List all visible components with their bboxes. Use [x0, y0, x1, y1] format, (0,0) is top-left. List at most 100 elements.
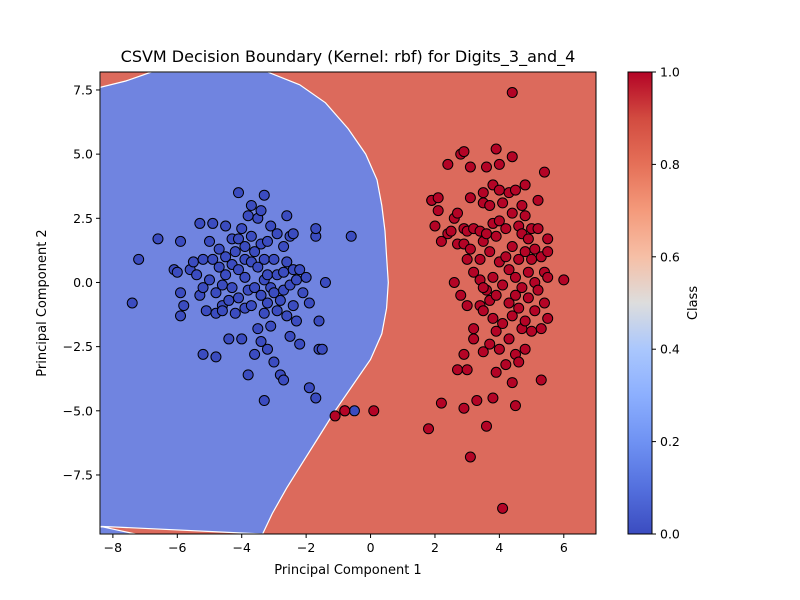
data-point-class-0 — [249, 246, 261, 258]
colorbar-gradient — [627, 71, 653, 535]
data-point-class-1 — [519, 315, 531, 327]
data-point-class-1 — [509, 184, 521, 196]
x-axis-label: Principal Component 1 — [274, 563, 421, 578]
data-point-class-0 — [133, 253, 145, 265]
data-point-class-0 — [290, 274, 302, 286]
data-point-class-0 — [281, 210, 293, 222]
data-point-class-1 — [535, 374, 547, 386]
data-point-class-1 — [368, 405, 380, 417]
data-point-class-1 — [519, 343, 531, 355]
data-point-class-0 — [265, 320, 277, 332]
data-point-class-0 — [191, 269, 203, 281]
data-point-class-1 — [506, 241, 518, 253]
data-point-class-1 — [529, 243, 541, 255]
data-point-class-1 — [509, 271, 521, 283]
data-point-class-0 — [290, 315, 302, 327]
data-point-class-1 — [458, 146, 470, 158]
x-axis: −8 −6 −4 −2 0 2 4 6 — [104, 534, 568, 555]
data-point-class-1 — [487, 271, 499, 283]
data-point-class-0 — [252, 261, 264, 273]
data-point-class-1 — [493, 215, 505, 227]
data-point-class-0 — [255, 289, 267, 301]
data-point-class-0 — [126, 297, 138, 309]
data-point-class-0 — [245, 230, 257, 242]
data-point-class-0 — [271, 305, 283, 317]
data-point-class-1 — [445, 225, 457, 237]
data-point-class-0 — [345, 230, 357, 242]
data-point-class-0 — [300, 271, 312, 283]
data-point-class-0 — [232, 264, 244, 276]
data-point-class-1 — [464, 243, 476, 255]
data-point-class-1 — [468, 333, 480, 345]
data-point-class-1 — [542, 246, 554, 258]
data-point-class-1 — [506, 87, 518, 99]
data-point-class-1 — [493, 343, 505, 355]
data-point-class-1 — [490, 325, 502, 337]
data-point-class-0 — [261, 343, 273, 355]
data-point-class-1 — [497, 197, 509, 209]
x-tick-label: −2 — [297, 540, 315, 555]
data-point-class-0 — [261, 269, 273, 281]
data-point-class-1 — [500, 359, 512, 371]
y-tick-label: −5.0 — [63, 403, 93, 418]
data-point-class-0 — [274, 294, 286, 306]
data-point-class-1 — [493, 158, 505, 170]
colorbar-label: Class — [686, 286, 701, 320]
data-point-class-0 — [287, 300, 299, 312]
data-point-class-1 — [503, 264, 515, 276]
data-point-class-1 — [490, 143, 502, 155]
data-point-class-0 — [268, 356, 280, 368]
data-point-class-1 — [423, 423, 435, 435]
data-point-class-0 — [284, 330, 296, 342]
data-point-class-0 — [258, 395, 270, 407]
data-point-class-0 — [287, 228, 299, 240]
data-point-class-0 — [310, 392, 322, 404]
y-tick-label: 7.5 — [73, 82, 93, 97]
data-point-class-1 — [452, 364, 464, 376]
colorbar-tick-label: 0.2 — [660, 434, 680, 449]
data-point-class-1 — [477, 282, 489, 294]
data-point-class-1 — [538, 166, 550, 178]
data-point-class-1 — [442, 158, 454, 170]
data-point-class-0 — [220, 269, 232, 281]
data-point-class-0 — [278, 241, 290, 253]
data-point-class-0 — [294, 338, 306, 350]
data-point-class-0 — [175, 235, 187, 247]
data-point-class-1 — [468, 323, 480, 335]
data-point-class-0 — [265, 220, 277, 232]
data-point-class-1 — [497, 318, 509, 330]
data-point-class-1 — [490, 230, 502, 242]
data-point-class-1 — [519, 179, 531, 191]
y-tick-label: −7.5 — [63, 467, 93, 482]
data-point-class-0 — [255, 336, 267, 347]
y-axis-label: Principal Component 2 — [35, 229, 50, 376]
data-point-class-1 — [452, 207, 464, 219]
data-point-class-0 — [252, 323, 264, 335]
data-point-class-0 — [197, 348, 209, 360]
colorbar-tick-label: 0.8 — [660, 157, 680, 172]
data-point-class-1 — [532, 223, 544, 235]
data-point-class-1 — [513, 356, 525, 368]
data-point-class-0 — [175, 310, 187, 322]
data-point-class-1 — [497, 502, 509, 514]
data-point-class-1 — [506, 207, 518, 219]
data-point-class-1 — [522, 292, 534, 304]
data-point-class-1 — [474, 253, 486, 265]
data-point-class-1 — [506, 151, 518, 163]
data-point-class-0 — [268, 253, 280, 265]
data-point-class-0 — [245, 300, 257, 312]
data-point-class-0 — [223, 333, 235, 345]
data-point-class-1 — [532, 284, 544, 296]
data-point-class-1 — [506, 377, 518, 389]
data-point-class-0 — [229, 307, 241, 319]
y-tick-label: 0.0 — [73, 275, 93, 290]
data-point-class-0 — [232, 292, 244, 304]
data-point-class-1 — [500, 251, 512, 263]
data-point-class-1 — [503, 333, 515, 345]
data-point-class-1 — [542, 233, 554, 245]
data-point-class-1 — [526, 253, 538, 265]
data-point-class-1 — [329, 410, 341, 422]
chart-title: CSVM Decision Boundary (Kernel: rbf) for… — [121, 47, 576, 67]
data-point-class-1 — [503, 297, 515, 309]
